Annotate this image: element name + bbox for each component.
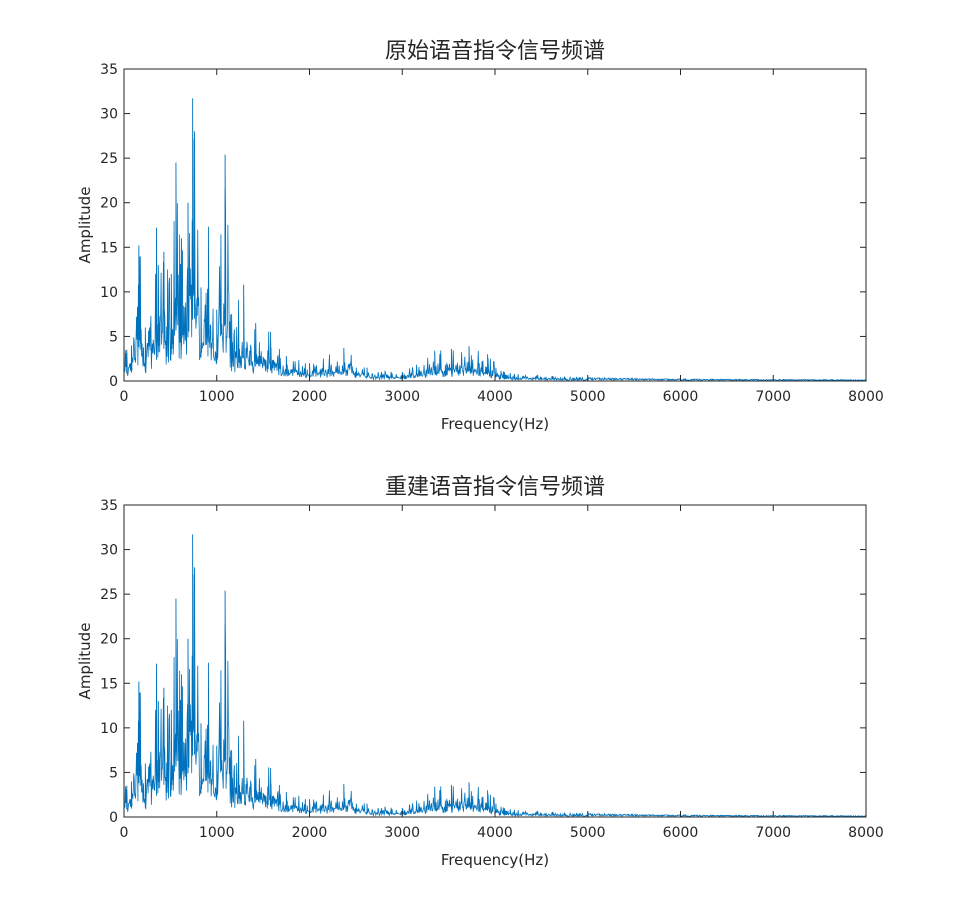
- x-tick-label: 0: [120, 825, 129, 841]
- x-tick-label: 5000: [570, 825, 606, 841]
- x-tick-label: 3000: [384, 389, 420, 405]
- y-tick-label: 10: [100, 285, 118, 301]
- spectrum-line: [123, 138, 867, 382]
- y-tick-label: 35: [100, 62, 118, 78]
- x-tick-label: 3000: [384, 825, 420, 841]
- plot-area: 0 1000 2000 3000 4000 5000 6000 7000 8000 0 5 10 15 2…: [100, 498, 884, 841]
- x-tick-label: 2000: [292, 825, 328, 841]
- x-tick-label: 1000: [199, 389, 235, 405]
- x-tick-label: 7000: [755, 389, 791, 405]
- x-tick-label: 1000: [199, 825, 235, 841]
- y-tick-label: 0: [109, 374, 118, 390]
- y-tick-label: 30: [100, 107, 118, 123]
- y-tick-label: 5: [109, 329, 118, 345]
- y-tick-label: 5: [109, 765, 118, 781]
- x-tick-label: 6000: [663, 389, 699, 405]
- x-tick-label: 5000: [570, 389, 606, 405]
- x-tick-label: 7000: [755, 825, 791, 841]
- y-tick-label: 25: [100, 151, 118, 167]
- y-axis-label: Amplitude: [76, 187, 94, 264]
- y-tick-label: 20: [100, 632, 118, 648]
- subplot-reconstructed-spectrum: 重建语音指令信号频谱 0 1000 2000 3000 4000 5000 6000 7000…: [76, 475, 884, 869]
- x-tick-label: 4000: [477, 825, 513, 841]
- subplot-original-spectrum: 原始语音指令信号频谱 0 1000 2000 3000 4000 5000 6000 7000…: [76, 39, 884, 433]
- y-tick-label: 15: [100, 676, 118, 692]
- y-tick-label: 30: [100, 543, 118, 559]
- y-tick-label: 25: [100, 587, 118, 603]
- y-tick-label: 15: [100, 240, 118, 256]
- x-axis-label: Frequency(Hz): [441, 851, 549, 869]
- x-tick-label: 0: [120, 389, 129, 405]
- x-tick-label: 8000: [848, 825, 884, 841]
- x-axis-label: Frequency(Hz): [441, 415, 549, 433]
- spectrum-peaks: [126, 98, 506, 379]
- axes-box: [123, 68, 867, 382]
- chart-title: 重建语音指令信号频谱: [385, 475, 605, 500]
- x-tick-label: 6000: [663, 825, 699, 841]
- y-tick-label: 0: [109, 810, 118, 826]
- x-tick-label: 8000: [848, 389, 884, 405]
- axes-box: [123, 504, 867, 818]
- x-tick-label: 2000: [292, 389, 328, 405]
- y-tick-label: 35: [100, 498, 118, 514]
- y-tick-label: 10: [100, 721, 118, 737]
- y-axis-label: Amplitude: [76, 623, 94, 700]
- chart-title: 原始语音指令信号频谱: [385, 39, 605, 64]
- spectrum-line: [123, 574, 867, 818]
- spectrum-peaks: [126, 534, 506, 815]
- y-tick-label: 20: [100, 196, 118, 212]
- plot-area: 0 1000 2000 3000 4000 5000 6000 7000 8000 0 5 10 15 2…: [100, 62, 884, 405]
- x-tick-label: 4000: [477, 389, 513, 405]
